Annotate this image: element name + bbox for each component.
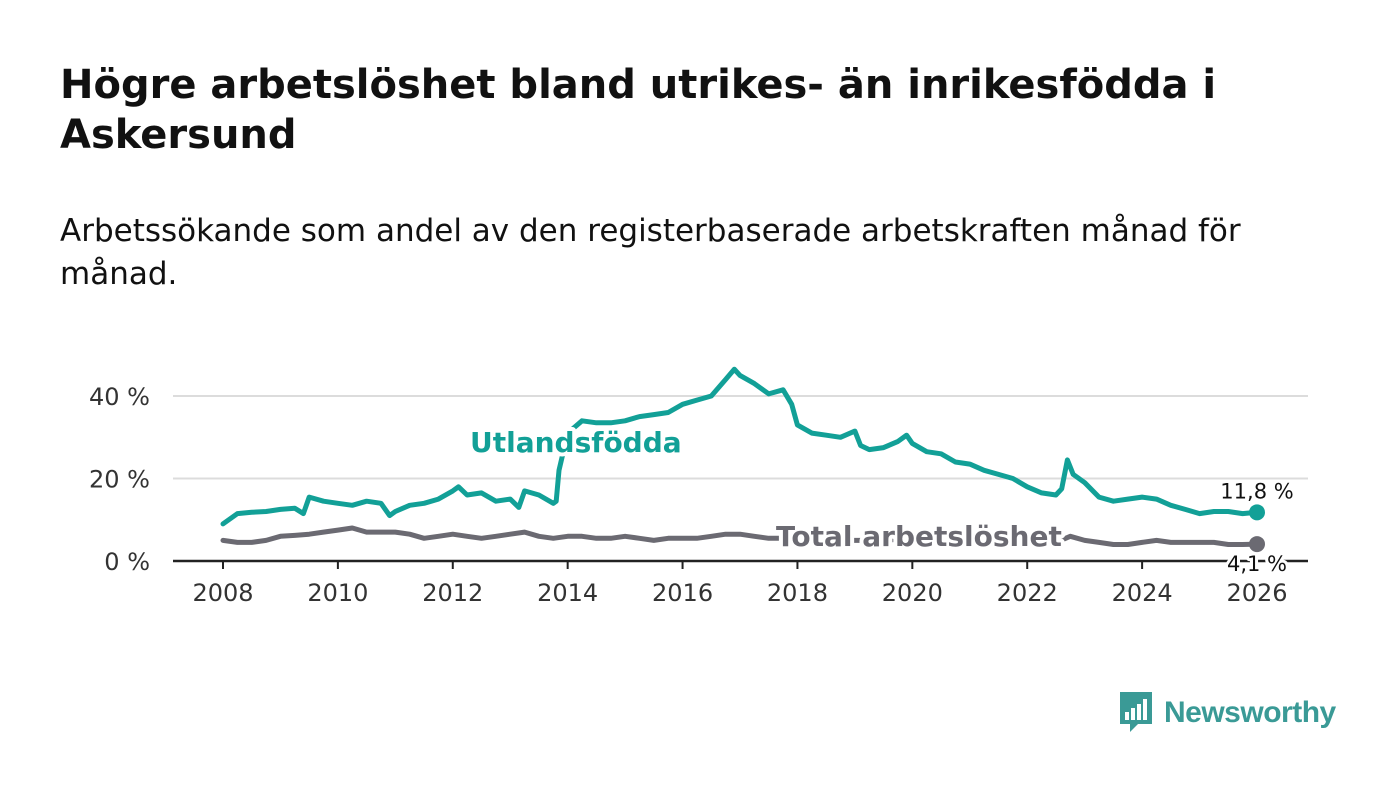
y-tick-label: 40 % bbox=[89, 383, 150, 411]
newsworthy-logo: Newsworthy bbox=[1118, 690, 1336, 736]
newsworthy-logo-icon bbox=[1120, 692, 1152, 732]
x-tick-label: 2012 bbox=[422, 579, 483, 607]
series-label-halo: Utlandsfödda bbox=[470, 426, 682, 459]
end-point-utlandsfodda bbox=[1249, 504, 1265, 521]
axes: 0 % 20 % 40 % 2008 2010 2012 2014 2016 2018 2020 2… bbox=[89, 383, 1308, 607]
gridlines bbox=[173, 395, 1308, 480]
x-tick-label: 2008 bbox=[192, 579, 253, 607]
chart-subtitle: Arbetssökande som andel av den registerb… bbox=[60, 213, 1241, 292]
end-point-total bbox=[1249, 536, 1265, 553]
series-line-total bbox=[220, 525, 1260, 547]
series-label-total: Total arbetslöshet bbox=[776, 520, 1062, 553]
series-label-halo: Total arbetslöshet bbox=[776, 520, 1062, 553]
y-tick-label: 20 % bbox=[89, 466, 150, 494]
chart-title: Högre arbetslöshet bland utrikes- än inr… bbox=[60, 62, 1217, 158]
y-tick-label: 0 % bbox=[104, 548, 150, 576]
x-tick-label: 2024 bbox=[1112, 579, 1173, 607]
series-label-utlandsfodda: Utlandsfödda bbox=[470, 426, 682, 459]
end-label-halo: 4,1 % bbox=[1227, 552, 1287, 576]
end-label-utlandsfodda: 11,8 % bbox=[1220, 479, 1293, 503]
end-label-halo: 11,8 % bbox=[1220, 479, 1293, 503]
x-tick-label: 2014 bbox=[537, 579, 598, 607]
end-label-total: 4,1 % bbox=[1227, 552, 1287, 576]
x-tick-label: 2022 bbox=[997, 579, 1058, 607]
newsworthy-logo-text: Newsworthy bbox=[1164, 696, 1336, 729]
x-tick-label: 2016 bbox=[652, 579, 713, 607]
x-tick-label: 2026 bbox=[1226, 579, 1287, 607]
x-tick-label: 2018 bbox=[767, 579, 828, 607]
series-line-utlandsfodda bbox=[220, 366, 1260, 527]
x-tick-label: 2010 bbox=[307, 579, 368, 607]
series-lines bbox=[220, 366, 1260, 547]
x-tick-label: 2020 bbox=[882, 579, 943, 607]
